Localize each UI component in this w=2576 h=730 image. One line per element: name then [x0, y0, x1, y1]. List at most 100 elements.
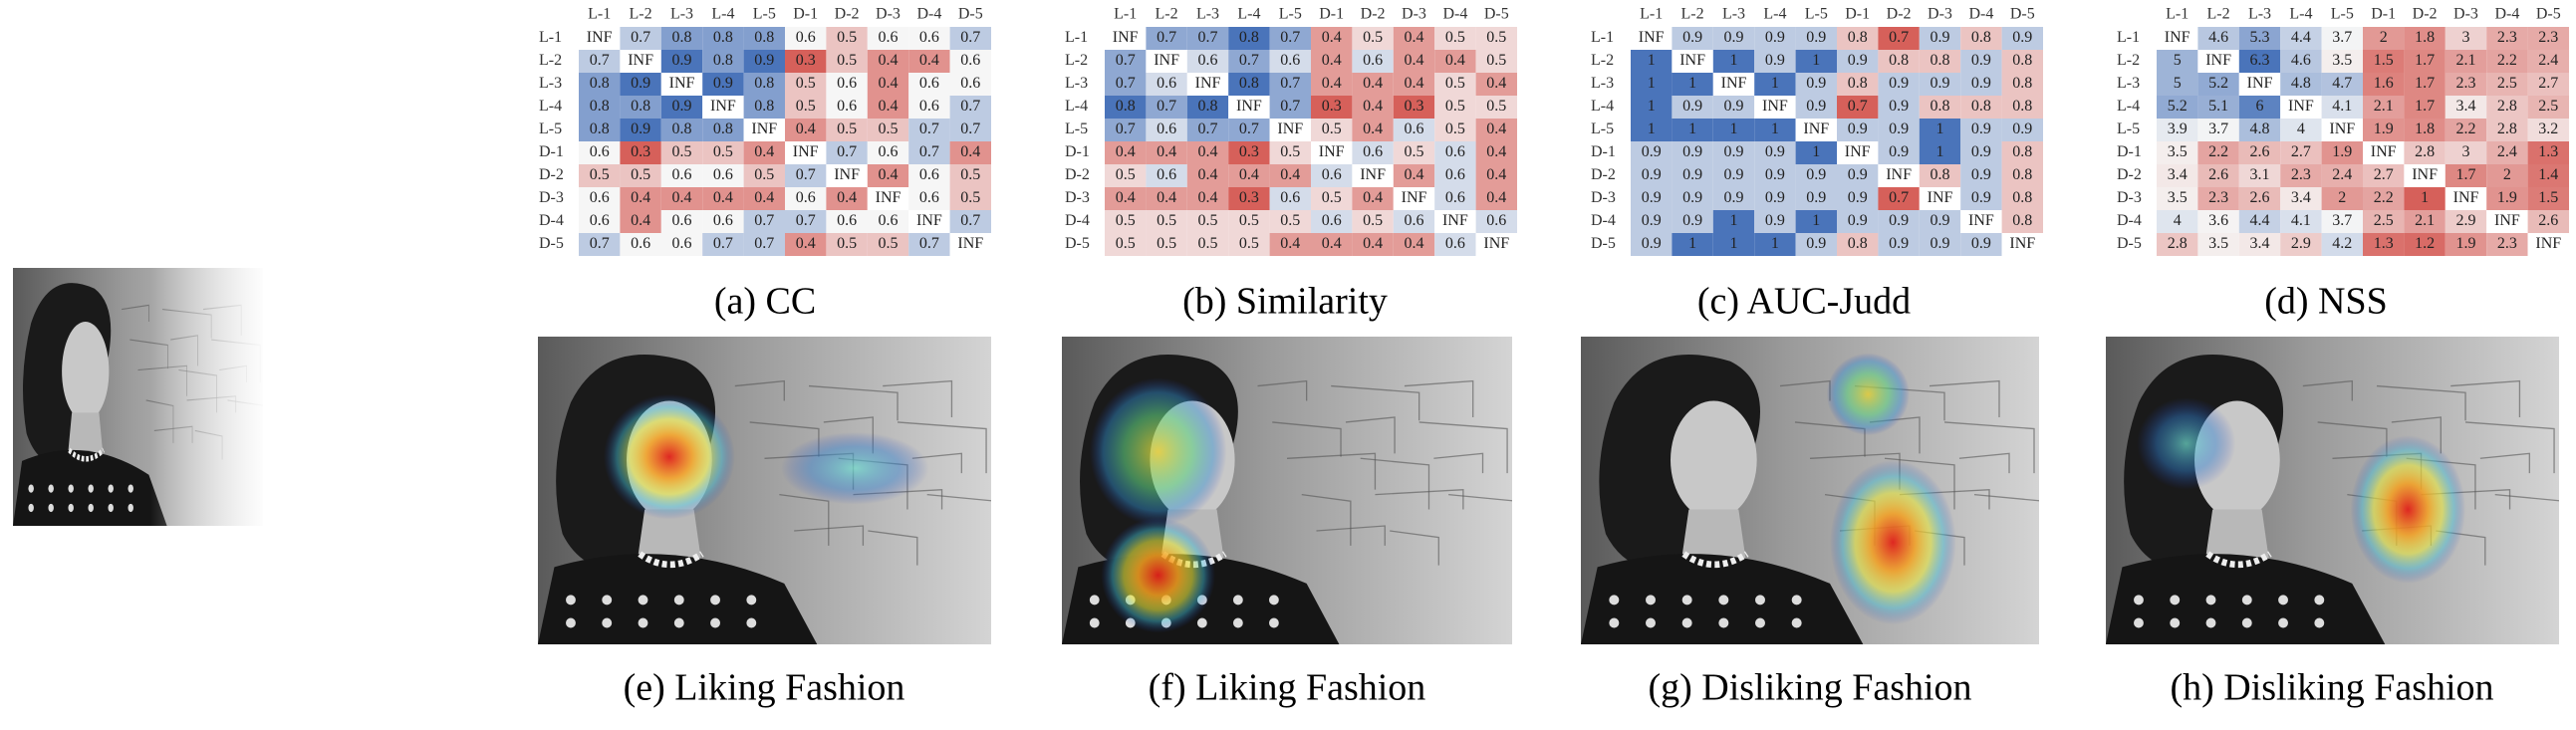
saliency-blob	[1826, 353, 1910, 436]
row-label: L-4	[1065, 98, 1088, 115]
cell	[2197, 164, 2239, 187]
cell	[1434, 233, 1476, 256]
column-label: D-2	[835, 6, 860, 23]
cell-value: INF	[1360, 166, 1386, 183]
dot	[2314, 617, 2325, 628]
cell-value: 0.7	[590, 235, 610, 252]
cell	[1475, 96, 1517, 119]
cell	[2527, 50, 2569, 73]
cell-value: 0.6	[590, 143, 610, 160]
cell-value: 0.5	[631, 166, 650, 183]
cell-value: 0.8	[1848, 75, 1868, 92]
cell-value: 0.6	[919, 29, 939, 46]
cell	[1960, 164, 2002, 187]
cell	[2445, 73, 2487, 96]
row-label: D-5	[2117, 235, 2142, 252]
cell-value: 2.3	[2291, 166, 2311, 183]
dot	[1196, 617, 1207, 628]
column-label: L-1	[1114, 6, 1137, 23]
column-label: L-5	[1805, 6, 1828, 23]
cell-value: 0.6	[879, 212, 899, 229]
schematic-line	[883, 379, 953, 417]
cell	[1672, 50, 1713, 73]
column-label: L-1	[1640, 6, 1663, 23]
dot	[2170, 617, 2181, 628]
cell-value: 0.5	[713, 143, 733, 160]
saliency-blob	[2350, 435, 2466, 584]
row-label: D-3	[1591, 189, 1616, 206]
caption: (d) NSS	[2264, 281, 2388, 323]
cell	[2280, 27, 2322, 50]
pearls	[638, 551, 704, 569]
cell-value: 0.6	[837, 98, 857, 115]
cell-value: 0.7	[1280, 98, 1300, 115]
row-label: D-2	[2117, 166, 2142, 183]
cell	[2527, 164, 2569, 187]
cell-value: INF	[1679, 52, 1705, 69]
cell	[2363, 96, 2405, 119]
schematic-line	[1448, 493, 1512, 502]
cell-value: 0.5	[837, 52, 857, 69]
cell	[1919, 141, 1961, 164]
cell-value: 0.8	[1198, 98, 1218, 115]
cell-value: 0.9	[1848, 212, 1868, 229]
cell-value: 0.7	[1157, 98, 1176, 115]
cell	[2280, 141, 2322, 164]
cell	[702, 119, 744, 141]
cell-value: 0.9	[631, 75, 650, 92]
photo	[538, 337, 991, 644]
cell-value: 5	[2174, 75, 2182, 92]
cell	[1672, 119, 1713, 141]
cell	[1269, 27, 1311, 50]
schematic-line	[1345, 416, 1396, 454]
cell	[1434, 73, 1476, 96]
cell	[1754, 210, 1796, 233]
cell-value: 1.3	[2374, 235, 2394, 252]
cell	[1631, 141, 1673, 164]
schematic-line	[868, 530, 918, 566]
cell-value: 3.9	[2168, 121, 2188, 137]
cell-value: 0.7	[754, 212, 774, 229]
cell-value: 0.9	[1642, 235, 1662, 252]
cell	[1631, 96, 1673, 119]
cell	[1434, 210, 1476, 233]
cell-value: 0.8	[590, 75, 610, 92]
cell	[1837, 141, 1879, 164]
cell-value: 0.4	[1198, 166, 1218, 183]
cell	[2280, 210, 2322, 233]
dot	[673, 617, 684, 628]
cell	[2527, 119, 2569, 141]
cell-value: 2.5	[2497, 75, 2517, 92]
cell	[579, 27, 621, 50]
row-label: L-4	[1591, 98, 1614, 115]
cell	[1186, 233, 1229, 256]
cell-value: INF	[2329, 121, 2355, 137]
dot	[638, 595, 648, 606]
cell-value: 0.4	[713, 189, 733, 206]
cell-value: 2.8	[2415, 143, 2435, 160]
cell-value: 0.5	[1198, 235, 1218, 252]
cell-value: 0.8	[2012, 98, 2032, 115]
cell-value: 0.8	[672, 29, 692, 46]
fade	[13, 268, 263, 526]
cell-value: 0.5	[837, 121, 857, 137]
cell	[1186, 73, 1229, 96]
cell	[1919, 233, 1961, 256]
cell	[1712, 164, 1755, 187]
cell-value: 0.9	[1889, 143, 1909, 160]
cell	[1352, 210, 1394, 233]
cell-value: 0.6	[837, 75, 857, 92]
cell-value: 1.3	[2538, 143, 2558, 160]
schematic-line	[1418, 421, 1508, 474]
cell-value: 0.9	[1806, 235, 1826, 252]
cell-value: 2.2	[2208, 143, 2228, 160]
cell	[1960, 210, 2002, 233]
dot	[1791, 617, 1802, 628]
cell	[660, 50, 703, 73]
cell	[2404, 187, 2446, 210]
cell-value: 0.5	[796, 75, 816, 92]
saliency-blob	[2137, 397, 2236, 490]
cell-value: 3.5	[2332, 52, 2352, 69]
cell	[2486, 119, 2528, 141]
cell	[2238, 73, 2281, 96]
